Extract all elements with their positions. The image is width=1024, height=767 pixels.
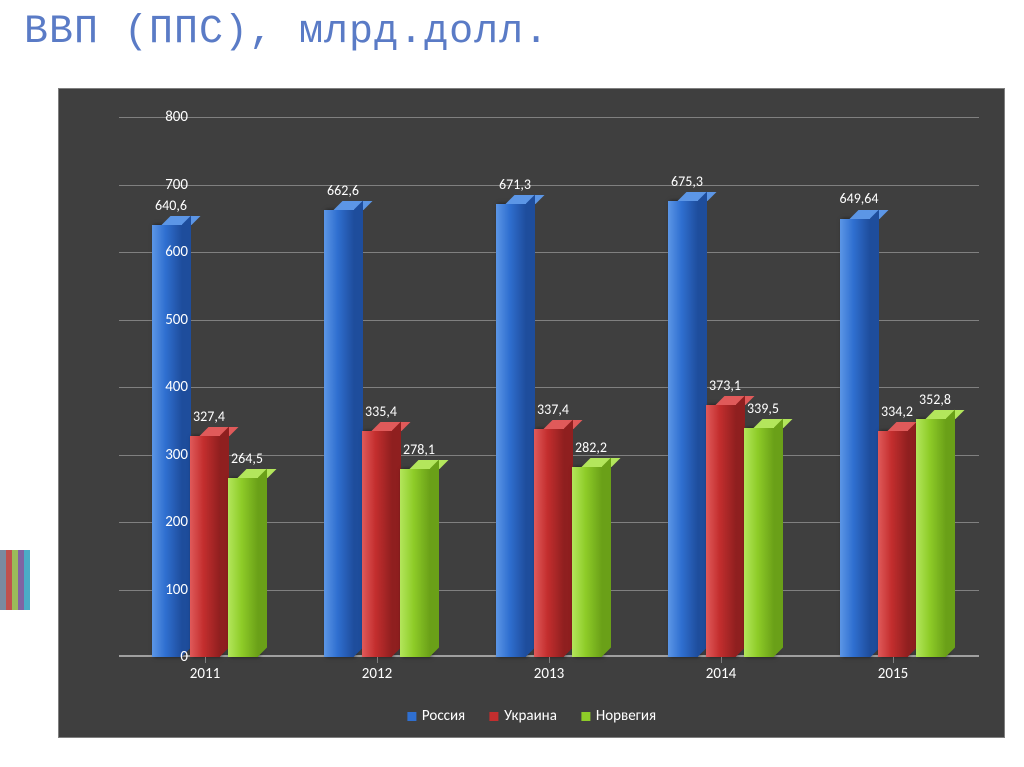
y-tick-label: 700 <box>148 176 188 194</box>
bar-Украина <box>878 431 908 657</box>
bar-Норвегия <box>228 478 258 657</box>
y-tick-label: 500 <box>148 311 188 329</box>
x-tick-label: 2012 <box>362 665 392 683</box>
chart-panel: 640,6 327,4 264,5 662,6 335,4 278,1 671,3 337,4… <box>58 88 1005 738</box>
legend-label: Украина <box>504 707 557 725</box>
legend-label: Норвегия <box>596 707 656 725</box>
value-label: 335,4 <box>365 403 397 420</box>
bar-Украина <box>190 436 220 657</box>
y-tick-label: 100 <box>148 581 188 599</box>
x-tick-label: 2014 <box>706 665 736 683</box>
value-label: 640,6 <box>155 197 187 214</box>
value-label: 278,1 <box>403 441 435 458</box>
x-tick-mark <box>893 657 894 663</box>
y-tick-label: 200 <box>148 513 188 531</box>
value-label: 649,64 <box>840 190 879 207</box>
value-label: 327,4 <box>193 408 225 425</box>
value-label: 337,4 <box>537 401 569 418</box>
value-label: 671,3 <box>499 176 531 193</box>
legend: Россия Украина Норвегия <box>407 707 656 725</box>
x-tick-mark <box>721 657 722 663</box>
legend-swatch <box>407 712 416 721</box>
legend-item: Украина <box>489 707 557 725</box>
y-tick-label: 300 <box>148 446 188 464</box>
y-tick-label: 0 <box>148 648 188 666</box>
value-label: 264,5 <box>231 450 263 467</box>
value-label: 662,6 <box>327 182 359 199</box>
x-tick-label: 2015 <box>878 665 908 683</box>
x-tick-label: 2011 <box>190 665 220 683</box>
x-tick-mark <box>205 657 206 663</box>
value-label: 352,8 <box>919 391 951 408</box>
y-tick-label: 600 <box>148 243 188 261</box>
bar-Норвегия <box>916 419 946 657</box>
slide: ВВП (ППС), млрд.долл. 640,6 327,4 264,5 662… <box>0 0 1024 767</box>
plot-area: 640,6 327,4 264,5 662,6 335,4 278,1 671,3 337,4… <box>119 117 979 657</box>
x-tick-label: 2013 <box>534 665 564 683</box>
value-label: 334,2 <box>881 403 913 420</box>
value-label: 339,5 <box>747 400 779 417</box>
value-label: 282,2 <box>575 439 607 456</box>
bar-Норвегия <box>744 428 774 657</box>
gridline <box>119 185 979 186</box>
gridline <box>119 117 979 118</box>
bar-Норвегия <box>572 467 602 657</box>
legend-swatch <box>581 712 590 721</box>
accent-stripe <box>0 550 30 610</box>
y-tick-label: 800 <box>148 108 188 126</box>
value-label: 373,1 <box>709 377 741 394</box>
title-text: ВВП (ППС), млрд.долл. <box>24 10 549 55</box>
bar-Норвегия <box>400 469 430 657</box>
legend-item: Норвегия <box>581 707 656 725</box>
bar-Украина <box>534 429 564 657</box>
bar-Россия <box>324 210 354 657</box>
legend-item: Россия <box>407 707 465 725</box>
bar-Россия <box>496 204 526 657</box>
bar-Россия <box>840 219 870 658</box>
slide-title: ВВП (ППС), млрд.долл. <box>24 10 549 55</box>
bar-Россия <box>668 201 698 657</box>
legend-swatch <box>489 712 498 721</box>
y-tick-label: 400 <box>148 378 188 396</box>
legend-label: Россия <box>422 707 465 725</box>
bar-Украина <box>362 431 392 657</box>
bar-Украина <box>706 405 736 657</box>
x-tick-mark <box>549 657 550 663</box>
value-label: 675,3 <box>671 173 703 190</box>
x-tick-mark <box>377 657 378 663</box>
